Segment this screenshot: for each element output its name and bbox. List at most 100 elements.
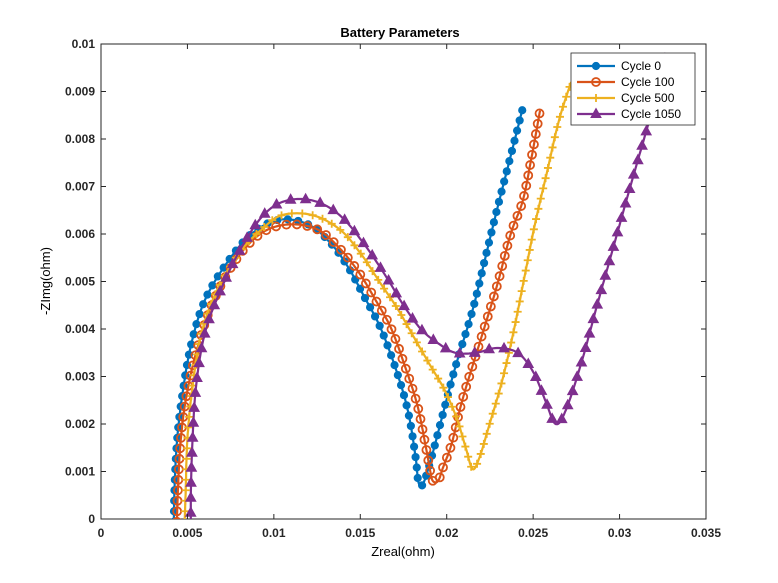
data-point [461,442,470,451]
data-point [476,331,487,342]
data-point [497,187,506,196]
data-point [365,303,375,312]
data-point [181,507,190,516]
data-point [203,290,212,299]
data-point [535,384,548,395]
data-point [523,170,534,181]
data-point [561,398,574,410]
data-point [350,241,359,250]
data-point [476,449,485,458]
data-point [515,297,524,306]
data-point [415,414,426,424]
data-point [299,192,312,204]
data-point [527,235,536,244]
x-tick-label: 0.01 [262,526,286,540]
data-point [611,225,624,237]
data-point [529,225,538,234]
data-point [548,143,557,152]
y-tick-label: 0.008 [65,132,95,146]
data-point [627,168,640,179]
data-point [423,455,434,466]
legend-label: Cycle 1050 [621,107,681,121]
data-point [464,452,473,461]
data-point [519,191,529,201]
data-point [186,446,198,457]
data-point [553,122,562,131]
chart-title: Battery Parameters [340,25,459,40]
data-point [529,139,539,150]
data-point [619,196,632,208]
y-tick-label: 0.005 [65,275,95,289]
data-point [291,219,302,230]
data-point [184,506,197,517]
data-point [298,209,307,218]
data-point [449,370,458,379]
data-point [391,302,400,311]
data-point [518,106,527,115]
data-point [187,416,200,427]
data-point [314,196,326,207]
data-point [408,432,417,441]
data-point [488,409,497,418]
data-point [536,194,545,203]
data-point [328,237,339,248]
data-point [172,516,181,519]
y-tick-label: 0.001 [65,465,95,479]
x-tick-label: 0.005 [172,526,202,540]
data-point [438,410,447,420]
data-point [539,184,548,193]
data-point [376,305,387,316]
data-point [287,209,296,218]
data-point [419,434,430,445]
data-point [402,401,411,410]
legend: Cycle 0 Cycle 100 Cycle 500 Cycle 1050 [570,52,696,126]
data-point [252,229,261,238]
data-point [517,287,526,296]
data-point [583,327,596,338]
data-point [464,371,475,382]
data-point [349,261,360,271]
data-point [507,146,517,156]
data-point [271,221,281,232]
data-point [461,330,470,339]
data-point [487,228,496,237]
data-point [448,402,457,411]
data-point [439,341,452,353]
data-point [489,218,498,227]
data-point [220,271,232,282]
data-point [370,312,380,321]
data-point [390,286,403,298]
data-point [507,338,516,347]
data-point [410,393,421,404]
data-point [409,442,419,451]
data-point [327,219,336,228]
data-point [494,389,503,398]
data-point [472,289,481,298]
data-point [348,224,361,236]
data-point [185,476,197,487]
data-point [525,245,534,254]
data-point [382,314,392,325]
data-point [170,539,177,546]
data-point [509,328,518,337]
data-point [203,312,215,324]
data-point [195,341,208,353]
data-point [398,299,410,311]
data-point [502,359,511,368]
data-point [492,207,501,217]
data-point [513,307,522,316]
data-point [640,124,653,136]
data-point [182,444,191,453]
data-point [530,129,541,139]
x-tick-label: 0.035 [691,526,721,540]
data-point [321,230,331,240]
data-point [623,182,636,194]
data-point [416,323,428,335]
data-point [529,370,542,381]
data-point [374,275,383,284]
data-point [483,342,496,354]
data-point [505,230,516,241]
data-point [532,215,541,224]
data-point [213,272,222,281]
data-point [382,273,395,285]
